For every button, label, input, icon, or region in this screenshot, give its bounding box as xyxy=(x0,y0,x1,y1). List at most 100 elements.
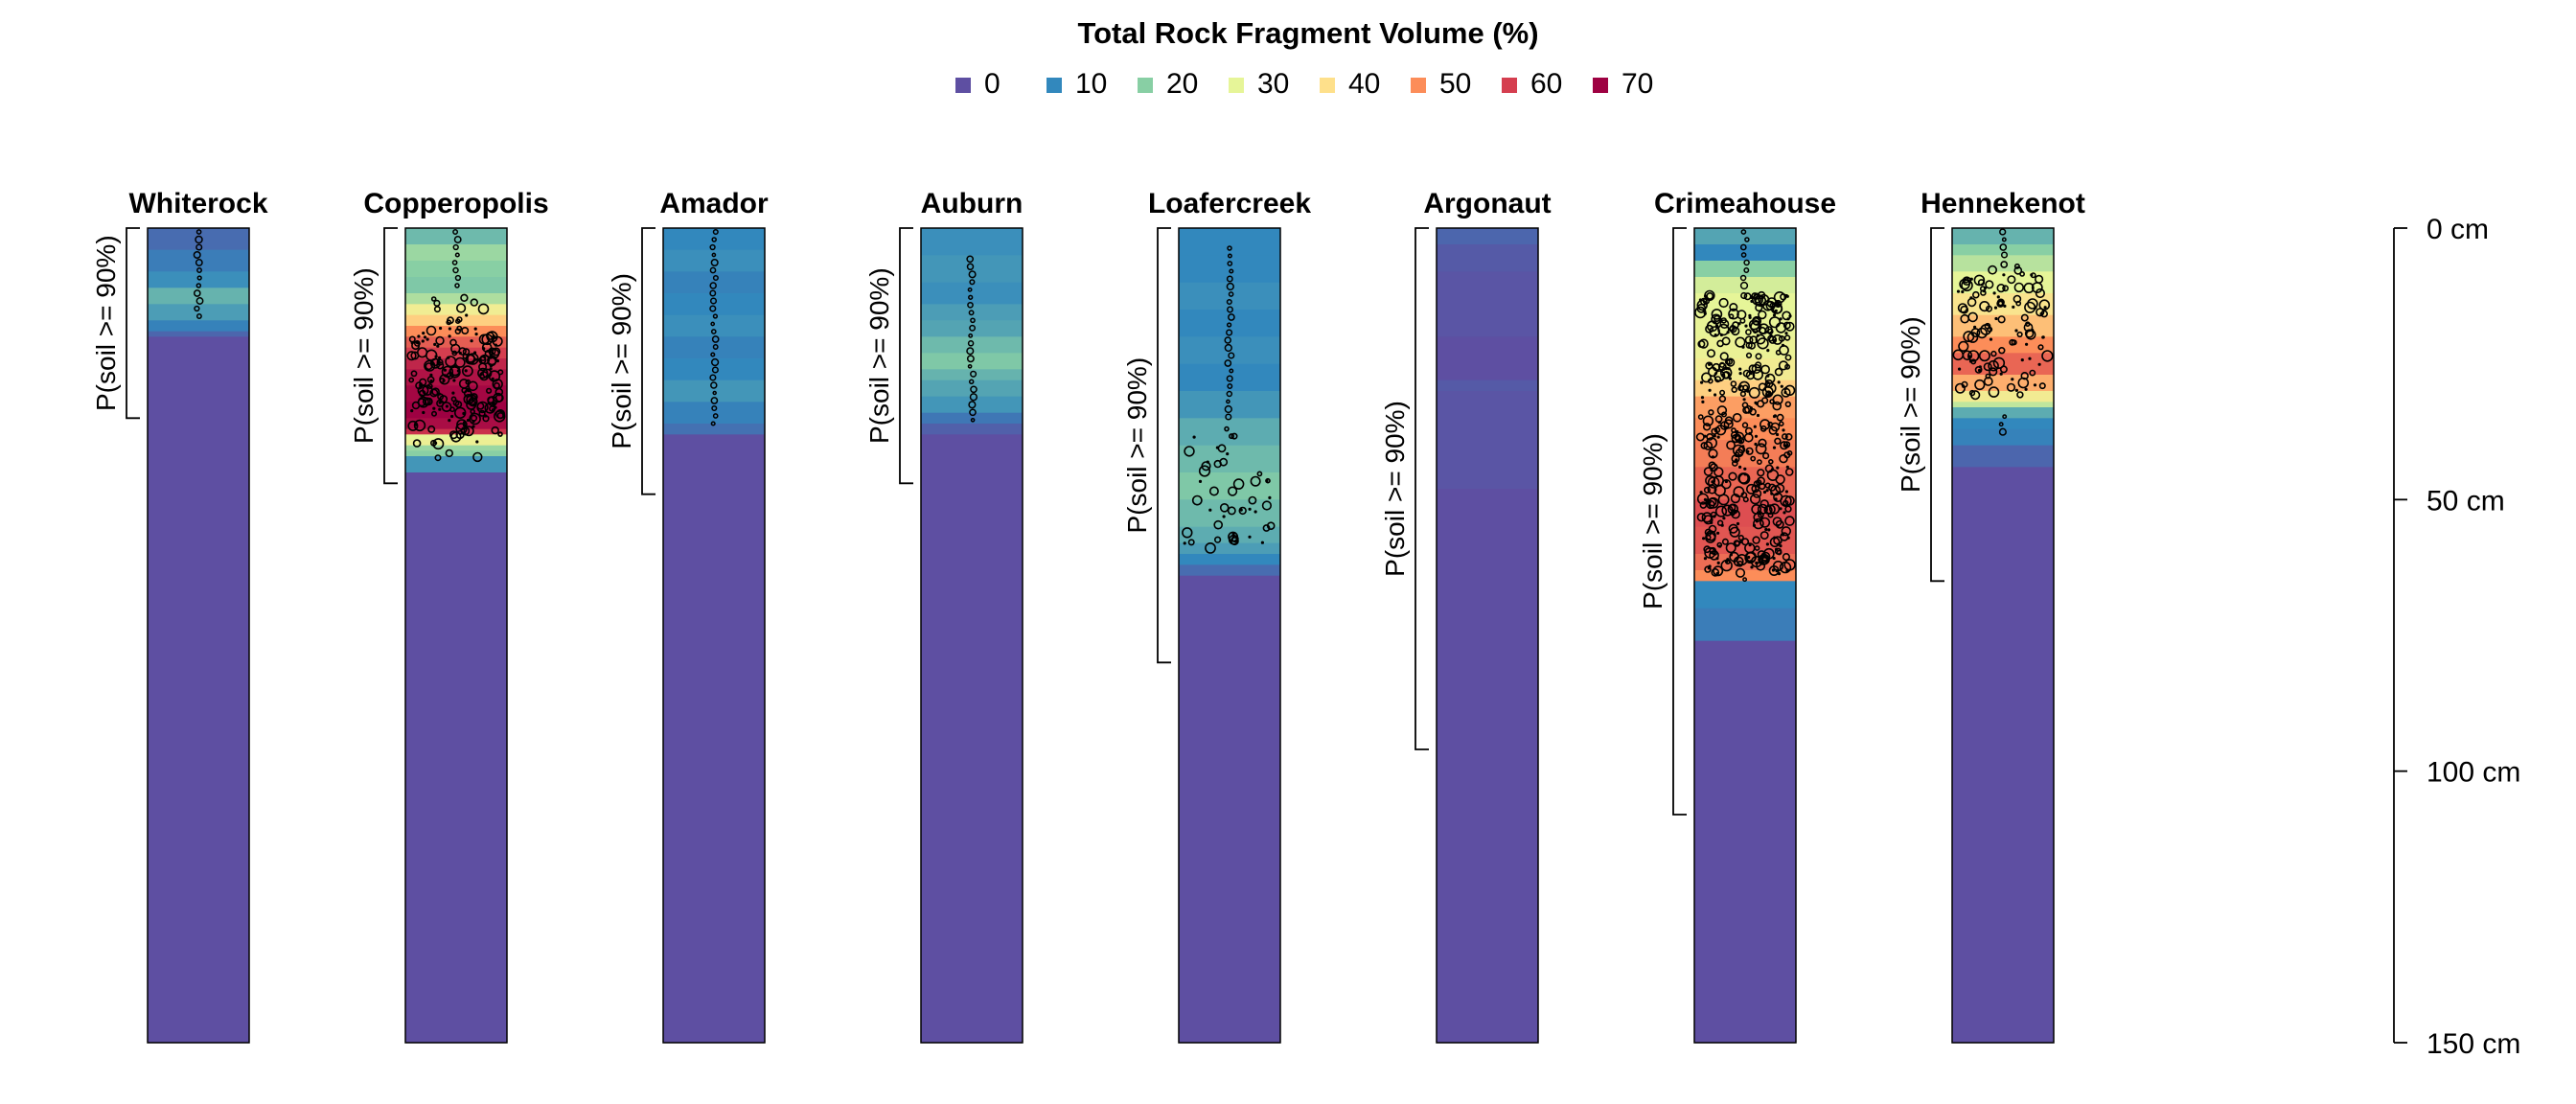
rock-fragment xyxy=(1774,367,1783,377)
rock-fragment xyxy=(193,250,201,260)
rock-fragment xyxy=(1776,432,1780,437)
rock-fragment xyxy=(1759,419,1771,430)
horizon-segment xyxy=(1694,608,1796,642)
horizon-segment xyxy=(1952,467,2054,1044)
rock-fragment xyxy=(436,358,444,366)
rock-fragment xyxy=(1228,352,1235,359)
rock-fragment xyxy=(1783,384,1796,396)
rock-fragment xyxy=(1754,545,1760,551)
rock-fragment xyxy=(1735,567,1746,578)
rock-fragment xyxy=(1988,386,2000,398)
rock-fragment xyxy=(709,289,717,297)
horizon-segment xyxy=(1179,554,1280,565)
rock-fragment xyxy=(1960,305,1969,314)
rock-fragment xyxy=(438,401,442,404)
rock-fragment xyxy=(1706,291,1714,300)
rock-fragment xyxy=(434,355,438,358)
rock-fragment xyxy=(711,335,720,343)
rock-fragment xyxy=(1784,332,1788,335)
rock-fragment xyxy=(1268,495,1272,500)
rock-fragment xyxy=(1994,316,1998,321)
rock-fragment xyxy=(438,407,442,411)
rock-fragment xyxy=(1224,426,1230,432)
rock-fragment xyxy=(1768,426,1778,435)
horizon-segment xyxy=(1437,380,1538,392)
rock-fragment xyxy=(407,420,419,431)
rock-fragment xyxy=(1184,446,1195,457)
rock-fragment xyxy=(1227,506,1236,516)
rock-fragment xyxy=(1749,494,1761,505)
rock-fragment xyxy=(1719,333,1723,337)
rock-fragment xyxy=(1962,276,1972,287)
rock-fragment xyxy=(450,431,462,443)
legend-swatch-50 xyxy=(1411,78,1426,93)
rock-fragment xyxy=(1741,538,1750,546)
rock-fragment xyxy=(1750,455,1757,462)
rock-fragment xyxy=(712,313,719,319)
rock-fragment xyxy=(1970,358,1977,365)
rock-fragment xyxy=(1978,350,1990,362)
rock-fragment xyxy=(1757,550,1766,560)
rock-fragment xyxy=(1225,413,1232,421)
rock-fragment xyxy=(1993,306,1998,310)
rock-fragment xyxy=(1718,317,1722,321)
depth-tick-label: 150 cm xyxy=(2426,1028,2520,1060)
rock-fragment xyxy=(2013,263,2020,269)
horizon-segment xyxy=(405,456,507,473)
rock-fragment xyxy=(465,313,469,317)
rock-fragment xyxy=(1700,396,1705,400)
rock-fragment xyxy=(1767,421,1774,427)
legend-swatch-10 xyxy=(1046,78,1062,93)
bracket xyxy=(1157,227,1171,664)
legend-label-70: 70 xyxy=(1622,68,1653,100)
bracket xyxy=(1930,227,1944,583)
rock-fragment xyxy=(414,423,419,426)
horizon-segment xyxy=(1179,564,1280,577)
rock-fragment xyxy=(1768,503,1781,515)
rock-fragment xyxy=(196,243,203,251)
rock-fragment xyxy=(2002,285,2009,292)
rock-fragment xyxy=(1758,293,1770,306)
rock-fragment xyxy=(1784,490,1788,494)
rock-fragment xyxy=(1718,395,1727,402)
rock-fragment xyxy=(2030,272,2036,279)
rock-fragment xyxy=(1999,243,2008,251)
rock-fragment xyxy=(458,351,462,355)
rock-fragment xyxy=(1707,349,1716,358)
rock-fragment xyxy=(1730,380,1737,387)
rock-fragment xyxy=(1738,380,1750,393)
rock-fragment xyxy=(1726,440,1736,450)
rock-fragment xyxy=(1772,556,1776,561)
rock-fragment xyxy=(1952,349,1965,361)
rock-fragment xyxy=(410,370,418,378)
rock-fragment xyxy=(2035,288,2045,299)
rock-fragment xyxy=(1786,536,1790,540)
rock-fragment xyxy=(423,335,427,339)
rock-fragment xyxy=(1731,386,1737,393)
rock-fragment xyxy=(711,404,718,412)
bracket-label: P(soil >= 90%) xyxy=(349,267,379,444)
rock-fragment xyxy=(1775,547,1779,551)
rock-fragment xyxy=(1227,245,1232,251)
rock-fragment xyxy=(1999,372,2003,376)
rock-fragment xyxy=(441,365,454,379)
horizon-segment xyxy=(1952,445,2054,468)
rock-fragment xyxy=(1205,542,1216,554)
horizon-segment xyxy=(1952,407,2054,419)
rock-fragment xyxy=(495,359,500,363)
rock-fragment xyxy=(494,387,504,397)
rock-fragment xyxy=(1703,486,1711,494)
rock-fragment xyxy=(968,379,975,385)
rock-fragment xyxy=(458,379,470,389)
rock-fragment xyxy=(966,347,975,356)
rock-fragment xyxy=(1708,461,1716,470)
rock-fragment xyxy=(422,332,426,335)
rock-fragment xyxy=(1719,366,1733,380)
rock-fragment xyxy=(1780,293,1787,301)
rock-fragment xyxy=(1784,354,1792,361)
rock-fragment xyxy=(1231,535,1239,543)
rock-fragment xyxy=(466,394,478,406)
rock-fragment xyxy=(1714,425,1727,436)
rock-fragment xyxy=(1715,557,1719,561)
